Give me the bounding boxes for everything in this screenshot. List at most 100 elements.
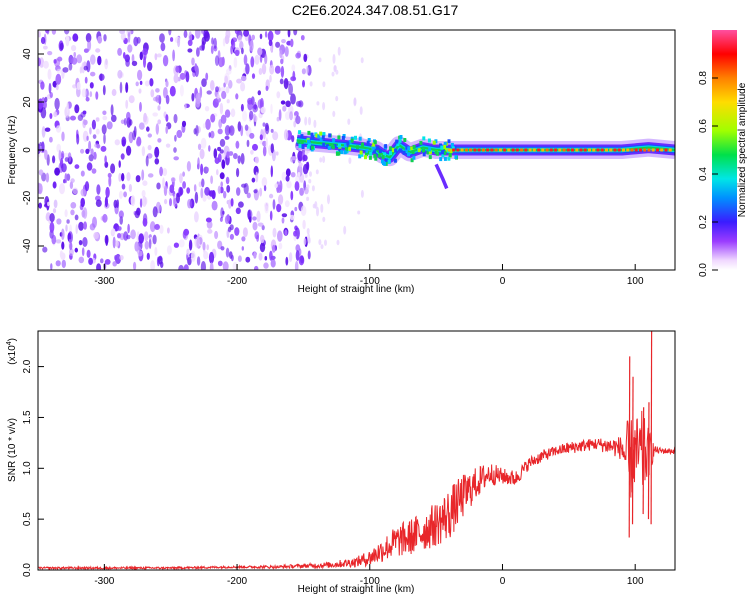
- noise-blob: [201, 178, 205, 188]
- noise-blob: [307, 250, 311, 260]
- x-tick-label: 100: [627, 576, 644, 587]
- ridge-speckle: [331, 145, 335, 150]
- noise-blob: [302, 79, 305, 88]
- noise-blob: [103, 133, 106, 145]
- noise-blob: [139, 51, 143, 61]
- ridge-speckle: [338, 145, 342, 150]
- ridge-speckle: [411, 150, 415, 154]
- colorbar-strip: [712, 30, 737, 270]
- noise-blob: [74, 164, 80, 169]
- noise-blob: [295, 250, 300, 261]
- y-tick-label: 0.5: [22, 512, 33, 526]
- noise-blob: [193, 184, 197, 192]
- noise-blob: [80, 148, 85, 154]
- snr-y-axis-label: SNR (10 * v/v): [7, 418, 18, 482]
- ridge-speckle: [374, 156, 378, 161]
- noise-blob: [240, 75, 247, 82]
- snr-y-multiplier-prefix: (x10: [7, 345, 18, 365]
- noise-blob: [211, 37, 214, 45]
- noise-blob: [149, 221, 156, 233]
- noise-blob: [128, 131, 134, 144]
- ridge-hot-dot: [668, 148, 672, 152]
- noise-blob: [76, 82, 81, 90]
- noise-blob: [302, 219, 306, 230]
- ridge-speckle: [443, 150, 447, 155]
- noise-blob: [69, 248, 74, 257]
- noise-blob: [285, 168, 291, 177]
- ridge-speckle: [403, 138, 407, 142]
- noise-blob: [152, 206, 158, 218]
- ridge-speckle: [394, 148, 398, 153]
- ridge-speckle: [332, 138, 336, 143]
- noise-blob: [65, 224, 68, 232]
- noise-blob: [231, 254, 234, 262]
- ridge-speckle: [298, 130, 302, 135]
- noise-blob: [178, 239, 185, 248]
- noise-blob: [141, 190, 146, 198]
- noise-blob: [187, 48, 193, 53]
- noise-blob: [51, 30, 57, 35]
- ridge-hot-dot: [554, 148, 558, 152]
- noise-blob: [253, 113, 256, 122]
- ridge-speckle: [439, 143, 442, 148]
- noise-blob: [293, 30, 298, 36]
- noise-blob: [131, 60, 138, 67]
- noise-blob: [300, 35, 305, 41]
- noise-blob: [269, 74, 272, 83]
- snr-y-multiplier-suffix: ): [7, 338, 18, 341]
- ridge-speckle: [404, 148, 408, 152]
- noise-blob: [305, 161, 309, 170]
- snr-series-line: [38, 410, 675, 570]
- noise-blob: [238, 201, 244, 208]
- noise-blob: [135, 81, 139, 87]
- noise-blob: [252, 216, 257, 221]
- x-tick-label: -100: [360, 576, 380, 587]
- noise-blob: [130, 195, 136, 207]
- ridge-hot-dot: [494, 148, 498, 152]
- noise-blob: [80, 111, 86, 118]
- ridge-speckle: [307, 141, 311, 146]
- noise-blob: [222, 38, 226, 47]
- noise-blob: [144, 240, 149, 250]
- noise-blob: [45, 172, 50, 183]
- noise-blob: [60, 252, 66, 260]
- noise-blob: [200, 163, 204, 176]
- ridge-speckle: [300, 134, 304, 139]
- noise-blob: [68, 63, 73, 71]
- ridge-speckle: [343, 143, 347, 148]
- noise-blob: [324, 239, 327, 246]
- noise-blob: [38, 183, 43, 195]
- ridge-speckle: [364, 155, 367, 160]
- noise-blob: [79, 66, 83, 74]
- noise-blob: [263, 262, 269, 269]
- noise-blob: [224, 124, 231, 136]
- ridge-speckle: [367, 138, 371, 142]
- y-tick-label: -20: [22, 190, 33, 205]
- noise-blob: [127, 223, 130, 234]
- ridge-speckle: [306, 144, 310, 149]
- noise-blob: [240, 103, 244, 112]
- noise-blob: [89, 223, 96, 231]
- noise-blob: [157, 255, 163, 265]
- ridge-hot-dot: [622, 148, 625, 152]
- noise-blob: [239, 40, 244, 50]
- noise-blob: [88, 154, 94, 162]
- y-tick-label: 2.0: [22, 359, 33, 373]
- noise-blob: [165, 114, 169, 122]
- noise-blob: [162, 55, 169, 67]
- ridge-hot-dot: [592, 148, 596, 152]
- noise-blob: [187, 39, 193, 46]
- ridge-hot-dot: [617, 148, 621, 152]
- ridge-speckle: [346, 141, 350, 146]
- ridge-hot-dot: [575, 148, 579, 152]
- noise-blob: [69, 181, 74, 189]
- ridge-speckle: [310, 132, 314, 137]
- noise-blob: [48, 82, 52, 94]
- noise-blob: [208, 251, 215, 264]
- noise-blob: [223, 191, 227, 199]
- noise-blob: [235, 207, 241, 215]
- spectrogram-plot-area: [38, 30, 675, 270]
- noise-blob: [86, 135, 89, 141]
- snr-frame: [37, 330, 676, 571]
- noise-blob: [244, 124, 249, 131]
